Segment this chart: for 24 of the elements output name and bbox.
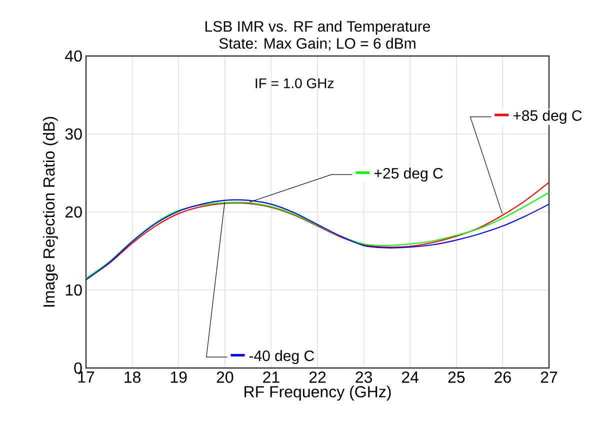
x-tick-label: 26 [494,372,511,383]
y-tick-label: 0 [74,362,82,374]
legend-label: +85 deg C [513,110,582,124]
x-tick-label: 27 [540,372,558,383]
chart-subtitle: State: Max Gain; LO = 6 dBm [219,38,416,51]
x-tick-label: 24 [402,372,419,383]
x-tick-label: 19 [170,372,187,383]
y-axis-title: Image Rejection Ratio (dB) [42,116,58,307]
chart-title: LSB IMR vs. RF and Temperature [206,20,430,35]
x-tick-label: 25 [448,372,465,383]
y-tick-label: 10 [66,284,82,296]
annotation: IF = 1.0 GHz [256,78,334,88]
x-tick-label: 23 [356,372,372,383]
x-tick-label: 22 [309,372,326,383]
x-tick-label: 18 [124,372,140,383]
y-tick-label: 20 [65,206,82,218]
x-tick-label: 21 [263,372,280,383]
x-tick-label: 20 [216,372,234,383]
y-tick-label: 30 [65,128,82,140]
x-tick-label: 17 [78,372,94,383]
x-axis-title: RF Frequency (GHz) [244,386,391,401]
legend-label: +25 deg C [374,168,443,182]
y-tick-label: 40 [65,50,82,62]
legend-label: -40 deg C [249,350,314,364]
